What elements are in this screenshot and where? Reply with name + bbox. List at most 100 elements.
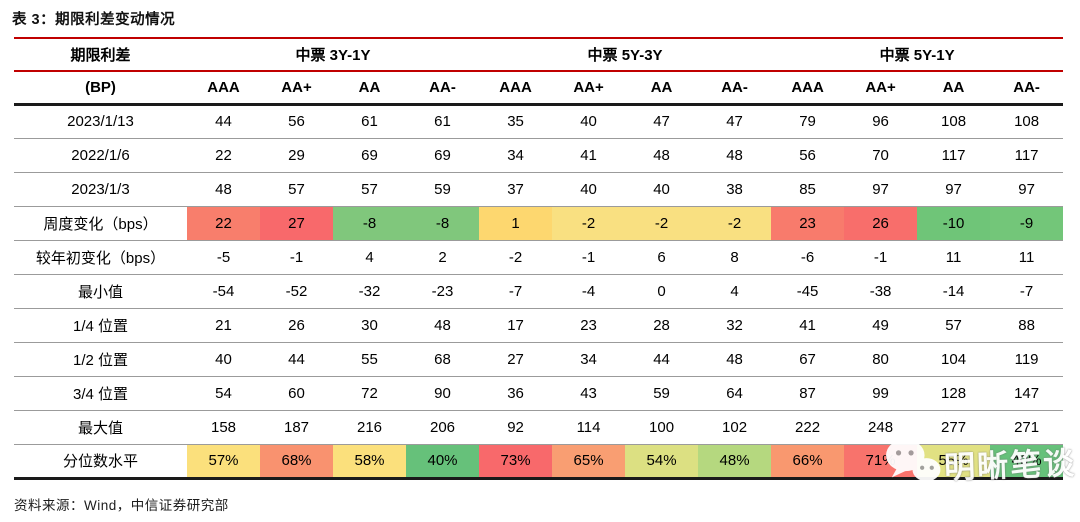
table-head: 期限利差 中票 3Y-1Y 中票 5Y-3Y 中票 5Y-1Y (BP) AAA AA+ AA… [14, 38, 1064, 104]
cell-r8-c1: 60 [288, 384, 305, 402]
row-label: 3/4 位置 [72, 385, 129, 403]
cell-r2-c10: 97 [945, 180, 962, 198]
cell-r4-c2: 4 [365, 248, 374, 266]
cell-r0-c10: 108 [941, 113, 967, 130]
table-row: 1/4 位置 21 26 30 48 17 23 28 32 41 49 57 88 [14, 308, 1064, 342]
cell-r6-c0: 21 [215, 316, 232, 334]
cell-r5-c2: -32 [358, 282, 381, 300]
cell-r4-c5: -1 [581, 248, 596, 266]
cell-r0-c4: 35 [507, 113, 524, 130]
cell-r0-c8: 79 [799, 113, 816, 130]
cell-r5-c10: -14 [942, 282, 965, 300]
cell-r0-c9: 96 [872, 113, 889, 130]
cell-r8-c5: 43 [580, 384, 597, 402]
cell-r0-c7: 47 [726, 113, 743, 130]
cell-r8-c10: 128 [941, 384, 967, 402]
group-header-1: 中票 5Y-3Y [587, 47, 663, 64]
group-header-row: 期限利差 中票 3Y-1Y 中票 5Y-3Y 中票 5Y-1Y [14, 38, 1064, 71]
cell-r3-c0: 22 [187, 206, 260, 240]
cell-r7-c8: 67 [799, 350, 816, 368]
cell-r5-c4: -7 [508, 282, 523, 300]
row-label: 较年初变化（bps） [35, 249, 166, 267]
cell-r3-c9: 26 [844, 206, 918, 240]
cell-r7-c10: 104 [941, 350, 967, 368]
cell-r9-c6: 100 [649, 418, 675, 436]
source-note: 资料来源：Wind，中信证券研究部 [14, 498, 229, 513]
cell-r10-c2: 58% [333, 444, 406, 478]
cell-r1-c1: 29 [288, 146, 305, 164]
cell-r6-c2: 30 [361, 316, 378, 334]
cell-r6-c8: 41 [799, 316, 816, 334]
cell-r2-c0: 48 [215, 180, 232, 198]
cell-r2-c3: 59 [434, 180, 451, 198]
cell-r1-c10: 117 [941, 146, 966, 164]
cell-r2-c2: 57 [361, 180, 378, 198]
cell-r6-c5: 23 [580, 316, 597, 334]
cell-r6-c1: 26 [288, 316, 305, 334]
cell-r3-c4: 1 [479, 206, 553, 240]
cell-r9-c2: 216 [356, 418, 383, 436]
cell-r3-c7: -2 [698, 206, 772, 240]
row-label: 1/2 位置 [72, 351, 129, 369]
cell-r2-c9: 97 [872, 180, 889, 198]
cell-r9-c5: 114 [576, 418, 601, 436]
cell-r3-c8: 23 [771, 206, 845, 240]
cell-r4-c11: 11 [1018, 248, 1035, 266]
group-header-2: 中票 5Y-1Y [879, 47, 955, 64]
cell-r2-c8: 85 [799, 180, 816, 198]
cell-r7-c9: 80 [872, 350, 889, 368]
cell-r7-c11: 119 [1014, 350, 1039, 368]
cell-r6-c11: 88 [1018, 316, 1035, 334]
cell-r0-c5: 40 [580, 113, 597, 130]
cell-r9-c11: 271 [1014, 418, 1040, 436]
cell-r10-c9: 71% [844, 444, 918, 478]
rating-header-3: AA- [429, 78, 456, 96]
cell-r3-c3: -8 [406, 206, 480, 240]
rating-header-4: AAA [499, 78, 532, 96]
cell-r10-c1: 68% [260, 444, 333, 478]
cell-r9-c10: 277 [941, 418, 967, 436]
cell-r3-c5: -2 [552, 206, 626, 240]
rating-header-8: AAA [791, 78, 824, 96]
cell-r5-c11: -7 [1019, 282, 1034, 300]
cell-r8-c4: 36 [507, 384, 524, 402]
cell-r6-c9: 49 [872, 316, 889, 334]
cell-r2-c6: 40 [653, 180, 670, 198]
cell-r5-c5: -4 [581, 282, 596, 300]
cell-r1-c4: 34 [507, 146, 524, 164]
rating-header-2: AA [358, 78, 381, 96]
cell-r7-c3: 68 [434, 350, 451, 368]
rating-header-1: AA+ [281, 78, 312, 96]
cell-r8-c3: 90 [434, 384, 451, 402]
cell-r6-c3: 48 [434, 316, 451, 334]
cell-r10-c10: 55% [917, 444, 991, 478]
cell-r3-c1: 27 [260, 206, 333, 240]
table-row: 2022/1/6 22 29 69 69 34 41 48 48 56 70 117 117 [14, 138, 1064, 172]
cell-r6-c7: 32 [726, 316, 743, 334]
cell-r9-c8: 222 [795, 418, 821, 436]
cell-r9-c3: 206 [430, 418, 456, 436]
cell-r1-c5: 41 [580, 146, 597, 164]
table-row: 2023/1/13 44 56 61 61 35 40 47 47 79 96 108 108 [14, 104, 1064, 138]
cell-r1-c2: 69 [361, 146, 378, 164]
table-row: 周度变化（bps） 22 27 -8 -8 1 -2 -2 -2 23 26 -10 -9 [14, 206, 1064, 240]
cell-r4-c9: -1 [873, 248, 888, 266]
table-row: 最小值 -54 -52 -32 -23 -7 -4 0 4 -45 -38 -14 -7 [14, 274, 1064, 308]
cell-r5-c1: -52 [285, 282, 308, 300]
cell-r2-c4: 37 [507, 180, 524, 198]
cell-r4-c1: -1 [289, 248, 304, 266]
rating-header-row: (BP) AAA AA+ AA AA- AAA AA+ AA AA- AAA AA+ AA AA- [14, 71, 1064, 104]
cell-r0-c0: 44 [215, 113, 232, 130]
cell-r4-c6: 6 [657, 248, 666, 266]
cell-r8-c2: 72 [361, 384, 378, 402]
cell-r4-c7: 8 [730, 248, 739, 266]
cell-r10-c0: 57% [187, 444, 260, 478]
cell-r6-c10: 57 [945, 316, 962, 334]
row-label: 2023/1/13 [67, 113, 134, 130]
cell-r1-c0: 22 [215, 146, 232, 164]
cell-r5-c0: -54 [212, 282, 235, 300]
cell-r10-c6: 54% [625, 444, 699, 478]
cell-r1-c11: 117 [1014, 146, 1039, 164]
cell-r5-c6: 0 [657, 282, 666, 300]
cell-r1-c7: 48 [726, 146, 743, 164]
